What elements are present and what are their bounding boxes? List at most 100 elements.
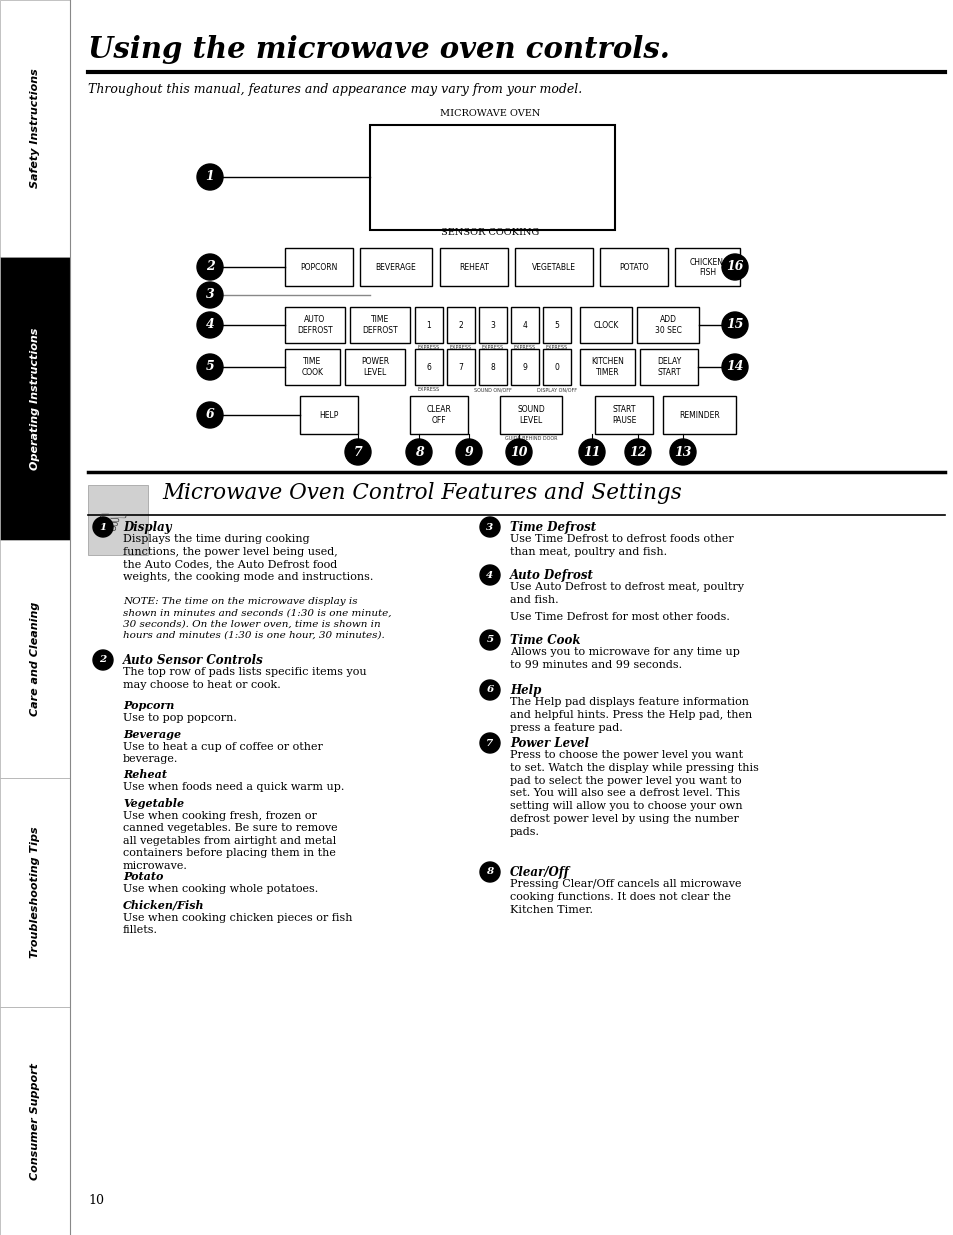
Text: 5: 5 bbox=[554, 321, 558, 330]
Text: 6: 6 bbox=[486, 685, 493, 694]
Text: POPCORN: POPCORN bbox=[300, 263, 337, 272]
Text: Beverage: Beverage bbox=[123, 729, 181, 740]
Bar bbox=[515, 248, 593, 287]
Text: 1: 1 bbox=[426, 321, 431, 330]
Text: 8: 8 bbox=[486, 867, 493, 877]
Bar bbox=[88, 485, 148, 555]
Circle shape bbox=[479, 564, 499, 585]
Bar bbox=[439, 248, 507, 287]
Text: EXPRESS: EXPRESS bbox=[417, 345, 439, 350]
Text: CHICKEN/
FISH: CHICKEN/ FISH bbox=[688, 257, 725, 277]
Bar bbox=[415, 308, 442, 343]
Text: AUTO
DEFROST: AUTO DEFROST bbox=[297, 315, 333, 335]
Bar bbox=[0, 540, 70, 778]
Text: REMINDER: REMINDER bbox=[679, 410, 720, 420]
Text: START
PAUSE: START PAUSE bbox=[611, 405, 636, 425]
Text: Popcorn: Popcorn bbox=[123, 700, 174, 711]
Text: 13: 13 bbox=[674, 446, 691, 458]
Text: BEVERAGE: BEVERAGE bbox=[375, 263, 416, 272]
Circle shape bbox=[92, 650, 112, 671]
Text: CLEAR
OFF: CLEAR OFF bbox=[426, 405, 451, 425]
Circle shape bbox=[479, 680, 499, 700]
Text: EXPRESS: EXPRESS bbox=[417, 387, 439, 391]
Text: Use to heat a cup of coffee or other
beverage.: Use to heat a cup of coffee or other bev… bbox=[123, 742, 322, 764]
Text: 7: 7 bbox=[458, 363, 463, 372]
Text: Troubleshooting Tips: Troubleshooting Tips bbox=[30, 826, 40, 958]
Text: SENSOR COOKING: SENSOR COOKING bbox=[440, 228, 538, 237]
Text: VEGETABLE: VEGETABLE bbox=[532, 263, 576, 272]
Circle shape bbox=[479, 862, 499, 882]
Bar bbox=[0, 778, 70, 1007]
Text: Clear/Off: Clear/Off bbox=[510, 866, 569, 879]
Text: 7: 7 bbox=[486, 739, 493, 747]
Circle shape bbox=[196, 312, 223, 338]
Bar bbox=[511, 308, 538, 343]
Text: SOUND
LEVEL: SOUND LEVEL bbox=[517, 405, 544, 425]
Text: Press to choose the power level you want
to set. Watch the display while pressin: Press to choose the power level you want… bbox=[510, 750, 758, 837]
Text: 4: 4 bbox=[522, 321, 527, 330]
Text: 8: 8 bbox=[415, 446, 423, 458]
Text: 5: 5 bbox=[486, 636, 493, 645]
Bar bbox=[542, 350, 571, 385]
Bar bbox=[478, 308, 506, 343]
Circle shape bbox=[578, 438, 604, 466]
Circle shape bbox=[196, 354, 223, 380]
Text: Auto Defrost: Auto Defrost bbox=[510, 569, 594, 582]
Text: 0: 0 bbox=[554, 363, 558, 372]
Circle shape bbox=[196, 282, 223, 308]
Text: Use when foods need a quick warm up.: Use when foods need a quick warm up. bbox=[123, 782, 344, 792]
Text: 10: 10 bbox=[88, 1194, 104, 1207]
Bar bbox=[511, 350, 538, 385]
Text: 15: 15 bbox=[725, 319, 743, 331]
Circle shape bbox=[669, 438, 696, 466]
Text: Displays the time during cooking
functions, the power level being used,
the Auto: Displays the time during cooking functio… bbox=[123, 534, 373, 583]
Circle shape bbox=[721, 312, 747, 338]
Bar bbox=[447, 308, 475, 343]
Text: TIME
COOK: TIME COOK bbox=[301, 357, 323, 377]
Text: Help: Help bbox=[510, 684, 540, 697]
Text: 2: 2 bbox=[458, 321, 463, 330]
Circle shape bbox=[406, 438, 432, 466]
Circle shape bbox=[721, 254, 747, 280]
Text: 4: 4 bbox=[486, 571, 493, 579]
Text: EXPRESS: EXPRESS bbox=[545, 345, 567, 350]
Text: NOTE: The time on the microwave display is
shown in minutes and seconds (1:30 is: NOTE: The time on the microwave display … bbox=[123, 597, 391, 640]
Circle shape bbox=[721, 354, 747, 380]
Text: Reheat: Reheat bbox=[123, 769, 167, 781]
Bar bbox=[639, 350, 698, 385]
Text: Use Auto Defrost to defrost meat, poultry
and fish.: Use Auto Defrost to defrost meat, poultr… bbox=[510, 582, 743, 605]
Text: 6: 6 bbox=[426, 363, 431, 372]
Bar bbox=[285, 350, 339, 385]
Bar bbox=[579, 308, 631, 343]
Circle shape bbox=[92, 517, 112, 537]
Text: EXPRESS: EXPRESS bbox=[514, 345, 536, 350]
Text: DISPLAY ON/OFF: DISPLAY ON/OFF bbox=[537, 387, 577, 391]
Circle shape bbox=[456, 438, 481, 466]
Bar bbox=[285, 308, 345, 343]
Bar bbox=[542, 308, 571, 343]
Text: Care and Cleaning: Care and Cleaning bbox=[30, 601, 40, 716]
Circle shape bbox=[196, 254, 223, 280]
Bar bbox=[675, 248, 740, 287]
Text: 1: 1 bbox=[206, 170, 214, 184]
Bar bbox=[345, 350, 405, 385]
Bar bbox=[447, 350, 475, 385]
Text: Throughout this manual, features and appearance may vary from your model.: Throughout this manual, features and app… bbox=[88, 83, 581, 96]
Text: 4: 4 bbox=[206, 319, 214, 331]
Circle shape bbox=[479, 630, 499, 650]
Text: 14: 14 bbox=[725, 361, 743, 373]
Text: Use when cooking chicken pieces or fish
fillets.: Use when cooking chicken pieces or fish … bbox=[123, 913, 352, 935]
Text: REHEAT: REHEAT bbox=[458, 263, 489, 272]
Bar bbox=[478, 350, 506, 385]
Text: Using the microwave oven controls.: Using the microwave oven controls. bbox=[88, 35, 669, 64]
Circle shape bbox=[624, 438, 650, 466]
Text: Display: Display bbox=[123, 521, 172, 534]
Text: 7: 7 bbox=[354, 446, 362, 458]
Bar bbox=[637, 308, 699, 343]
Text: 3: 3 bbox=[490, 321, 495, 330]
Circle shape bbox=[505, 438, 532, 466]
Text: Use Time Defrost to defrost foods other
than meat, poultry and fish.: Use Time Defrost to defrost foods other … bbox=[510, 534, 733, 557]
Text: POTATO: POTATO bbox=[618, 263, 648, 272]
Text: EXPRESS: EXPRESS bbox=[481, 345, 503, 350]
Text: Use when cooking whole potatoes.: Use when cooking whole potatoes. bbox=[123, 884, 318, 894]
